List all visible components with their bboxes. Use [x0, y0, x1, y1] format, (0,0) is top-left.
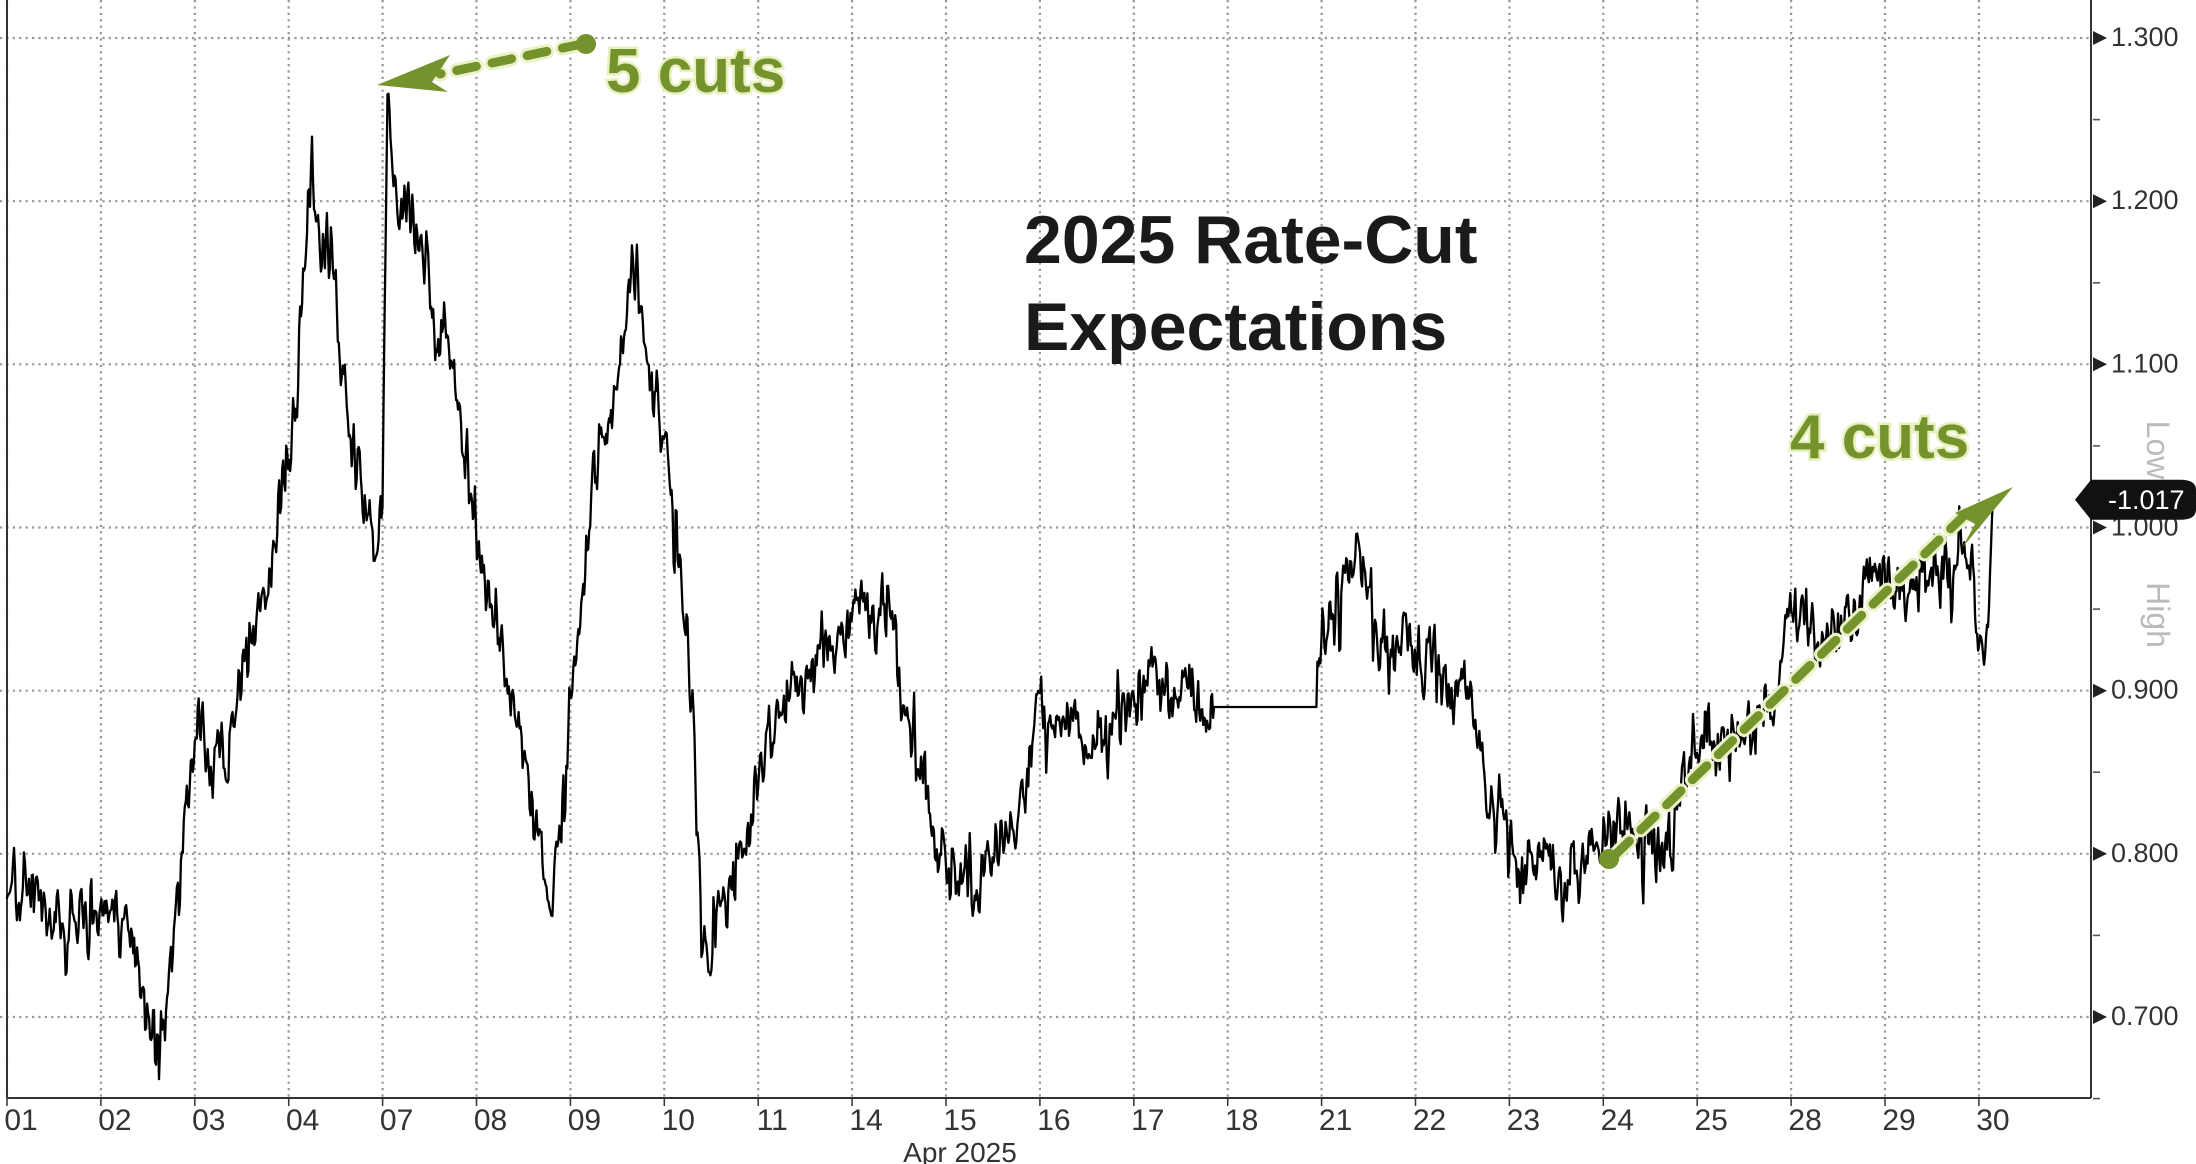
svg-text:4 cuts: 4 cuts [1790, 403, 1969, 472]
svg-text:24: 24 [1601, 1104, 1634, 1137]
svg-text:07: 07 [380, 1104, 413, 1137]
svg-text:16: 16 [1037, 1104, 1070, 1137]
svg-text:17: 17 [1131, 1104, 1164, 1137]
svg-text:0.800: 0.800 [2111, 838, 2179, 868]
svg-text:04: 04 [286, 1104, 319, 1137]
svg-text:0.700: 0.700 [2111, 1001, 2179, 1031]
svg-text:High: High [2140, 582, 2176, 648]
svg-text:14: 14 [849, 1104, 882, 1137]
svg-text:Apr 2025: Apr 2025 [903, 1137, 1017, 1164]
svg-text:03: 03 [192, 1104, 225, 1137]
svg-text:23: 23 [1507, 1104, 1540, 1137]
svg-text:11: 11 [757, 1104, 788, 1137]
svg-text:21: 21 [1319, 1104, 1352, 1137]
svg-text:30: 30 [1976, 1104, 2009, 1137]
svg-text:Low: Low [2140, 421, 2176, 481]
svg-text:28: 28 [1788, 1104, 1821, 1137]
svg-text:-1.017: -1.017 [2108, 485, 2185, 515]
svg-text:18: 18 [1225, 1104, 1258, 1137]
svg-text:15: 15 [943, 1104, 976, 1137]
svg-text:01: 01 [4, 1104, 37, 1137]
svg-text:1.100: 1.100 [2111, 348, 2179, 378]
svg-text:09: 09 [568, 1104, 601, 1137]
svg-text:1.300: 1.300 [2111, 22, 2179, 52]
svg-text:1.200: 1.200 [2111, 185, 2179, 215]
svg-text:02: 02 [98, 1104, 131, 1137]
svg-text:10: 10 [662, 1104, 695, 1137]
svg-text:Expectations: Expectations [1024, 289, 1447, 365]
svg-text:0.900: 0.900 [2111, 675, 2179, 705]
svg-text:22: 22 [1413, 1104, 1446, 1137]
svg-text:29: 29 [1882, 1104, 1915, 1137]
svg-text:25: 25 [1695, 1104, 1728, 1137]
svg-text:08: 08 [474, 1104, 507, 1137]
svg-text:2025 Rate-Cut: 2025 Rate-Cut [1024, 202, 1478, 278]
svg-text:5 cuts: 5 cuts [606, 37, 785, 106]
